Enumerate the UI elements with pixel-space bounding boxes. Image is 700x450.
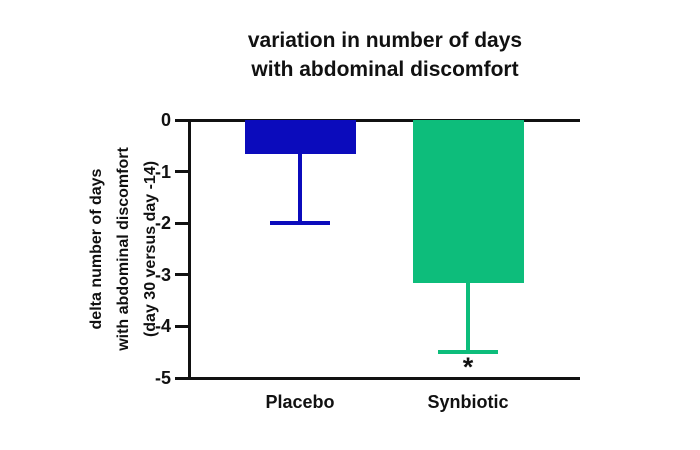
y-axis-line bbox=[188, 118, 191, 380]
zero-baseline bbox=[188, 118, 580, 122]
y-tick-mark bbox=[175, 324, 188, 328]
category-label-placebo: Placebo bbox=[265, 392, 335, 412]
x-axis-line bbox=[188, 376, 580, 380]
y-tick-label: -3 bbox=[154, 264, 171, 285]
bar-placebo bbox=[244, 120, 356, 154]
y-tick-label: -5 bbox=[154, 368, 171, 388]
chart-title-line-1: variation in number of days bbox=[247, 29, 523, 52]
error-bar-cap-placebo bbox=[270, 221, 330, 225]
y-tick-mark bbox=[175, 118, 188, 122]
y-tick-label: -1 bbox=[154, 161, 171, 182]
error-bar-cap-synbiotic bbox=[438, 350, 498, 354]
y-tick-mark bbox=[175, 376, 188, 380]
error-bar-stem-synbiotic bbox=[466, 282, 470, 353]
y-tick-mark bbox=[175, 170, 188, 174]
chart-title-line-2: with abdominal discomfort bbox=[251, 58, 519, 81]
y-tick-label: -4 bbox=[154, 316, 171, 337]
y-tick-label: -2 bbox=[154, 213, 171, 234]
category-label-synbiotic: Synbiotic bbox=[427, 392, 509, 412]
chart-title: variation in number of days with abdomin… bbox=[185, 26, 585, 84]
y-tick-mark bbox=[175, 221, 188, 225]
bar-synbiotic bbox=[412, 120, 524, 283]
y-tick-label: 0 bbox=[160, 110, 171, 130]
significance-asterisk: * bbox=[462, 352, 474, 383]
error-bar-stem-placebo bbox=[298, 153, 302, 224]
y-tick-mark bbox=[175, 273, 188, 277]
